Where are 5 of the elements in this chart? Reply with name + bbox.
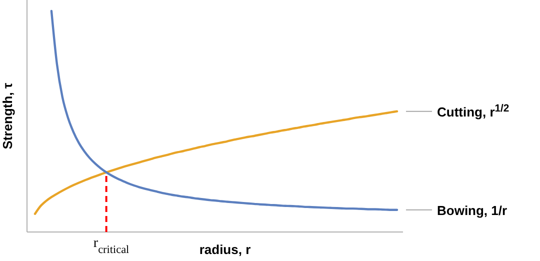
y-axis-title: Strength, τ [0,82,15,150]
text: r$_{critical}$ [93,236,130,256]
text: Bowing, 1/r [437,202,508,218]
text: Cutting, r$^{1/2}$ [437,102,510,120]
x-axis-title: radius, r [199,242,251,257]
